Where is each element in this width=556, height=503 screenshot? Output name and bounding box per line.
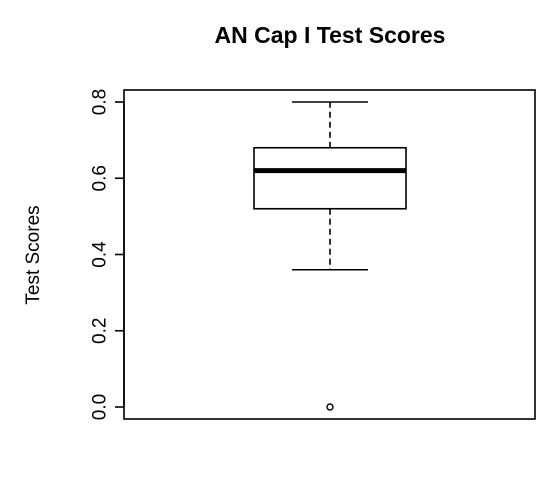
box-group: [253, 101, 407, 411]
chart-title: AN Cap I Test Scores: [215, 22, 446, 48]
y-tick-label: 0.6: [90, 165, 111, 191]
y-tick-label: 0.2: [90, 318, 111, 344]
outlier-point: [326, 403, 334, 411]
interquartile-box: [253, 146, 407, 210]
y-tick-label: 0.4: [90, 241, 111, 268]
y-tick-label: 0.8: [90, 89, 111, 115]
y-axis-label: Test Scores: [23, 205, 44, 304]
y-axis: 0.0 0.2 0.4 0.6 0.8: [90, 89, 125, 420]
y-tick-label: 0.0: [90, 394, 111, 420]
